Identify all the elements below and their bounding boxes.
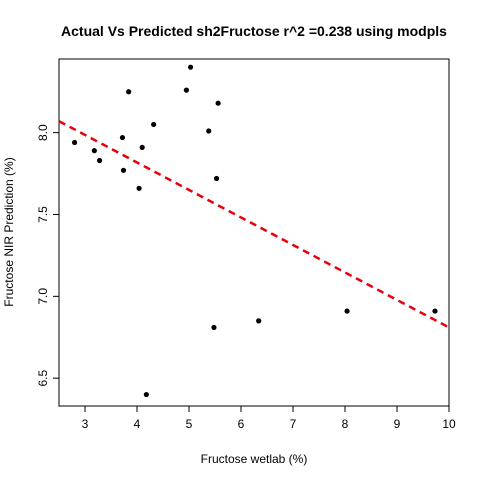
x-tick-label: 4: [134, 417, 141, 431]
data-point: [206, 128, 212, 134]
data-points: [72, 64, 438, 398]
data-point: [126, 89, 132, 95]
data-point: [96, 157, 103, 164]
regression-line-group: [58, 120, 450, 329]
regression-line: [58, 120, 450, 329]
data-point: [187, 64, 194, 70]
y-axis-label: Fructose NIR Prediction (%): [2, 157, 16, 306]
x-axis: 3 4 5 6 7 8 9 10: [82, 406, 456, 431]
data-point: [183, 87, 189, 93]
data-point: [432, 308, 438, 314]
data-point: [72, 139, 78, 146]
y-tick-label: 7.0: [36, 288, 50, 305]
data-point: [213, 175, 220, 182]
y-tick-label: 7.5: [36, 206, 50, 223]
data-point: [143, 391, 149, 398]
data-point: [119, 134, 126, 141]
y-axis: 6.5 7.0 7.5 8.0: [36, 124, 59, 387]
x-axis-label: Fructose wetlab (%): [201, 452, 308, 466]
data-point: [215, 100, 221, 106]
x-tick-label: 10: [442, 417, 456, 431]
data-point: [91, 148, 97, 154]
data-point: [139, 144, 145, 150]
data-point: [120, 167, 127, 173]
y-tick-label: 8.0: [36, 124, 50, 141]
x-tick-label: 3: [82, 417, 89, 431]
data-point: [256, 318, 262, 324]
data-point: [344, 308, 350, 314]
x-tick-label: 9: [394, 417, 401, 431]
chart-title: Actual Vs Predicted sh2Fructose r^2 =0.2…: [61, 23, 447, 39]
x-tick-label: 5: [186, 417, 193, 431]
data-point: [136, 185, 142, 191]
plot-frame: [58, 58, 450, 407]
x-tick-label: 7: [290, 417, 297, 431]
data-point: [151, 121, 157, 128]
x-tick-label: 6: [238, 417, 245, 431]
y-tick-label: 6.5: [36, 370, 50, 387]
data-point: [211, 324, 217, 331]
x-tick-label: 8: [342, 417, 349, 431]
